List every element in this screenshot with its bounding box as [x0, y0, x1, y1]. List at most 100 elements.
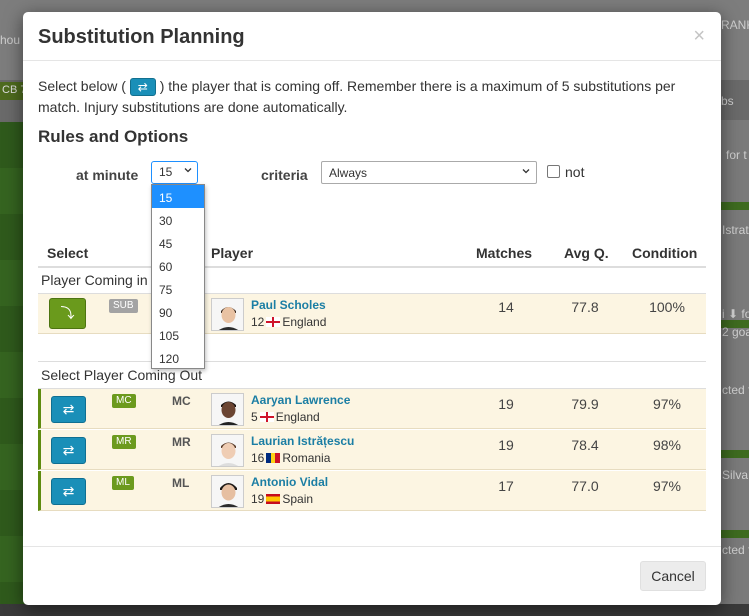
footer-divider: [23, 546, 721, 547]
player-number-country: 5 England: [251, 410, 320, 424]
background-snippet: cted f: [722, 543, 749, 557]
player-name-link[interactable]: Laurian Istrățescu: [251, 434, 355, 448]
intro-text-after: ) the player that is coming off. Remembe…: [38, 78, 676, 115]
england-flag-icon: [259, 412, 274, 422]
romania-flag-icon: [266, 453, 281, 463]
avatar: [211, 393, 244, 426]
chevron-down-icon: [184, 168, 192, 173]
group-divider: [38, 388, 706, 389]
column-header-select: Select: [47, 245, 89, 261]
column-header-condition: Condition: [632, 245, 698, 261]
player-number: 19: [251, 492, 265, 506]
cancel-button[interactable]: Cancel: [640, 561, 706, 591]
table-row-coming-in: ⤵ SUB Paul Scholes 12 England 14 77.8 100…: [38, 294, 706, 334]
swap-button[interactable]: ⇄: [51, 478, 86, 505]
player-country: England: [275, 410, 320, 424]
minute-option[interactable]: 15: [152, 185, 204, 208]
player-country: Romania: [282, 451, 331, 465]
minute-option[interactable]: 75: [159, 283, 173, 297]
background-snippet: for t: [726, 148, 747, 162]
minute-dropdown-list: 15 30 45 60 75 90 105 120: [151, 184, 205, 369]
player-number: 12: [251, 315, 265, 329]
minute-option[interactable]: 90: [159, 306, 173, 320]
background-position-strip: CB 7: [0, 82, 30, 100]
player-country: Spain: [282, 492, 314, 506]
position-text: MC: [172, 394, 191, 408]
avg-q-value: 79.9: [571, 396, 599, 412]
substitution-planning-modal: Substitution Planning × Select below ( ⇄…: [23, 12, 721, 605]
minute-select-value: 15: [159, 165, 173, 179]
table-row-coming-out: ⇄ MR MR Laurian Istrățescu 16 Romania 19 …: [38, 430, 706, 470]
close-icon[interactable]: ×: [693, 25, 705, 47]
coming-out-label: Select Player Coming Out: [41, 367, 203, 383]
background-text-left: hou: [0, 33, 21, 47]
avg-q-value: 77.8: [571, 299, 599, 315]
player-country: England: [282, 315, 327, 329]
minute-option[interactable]: 45: [159, 237, 173, 251]
intro-text: Select below ( ⇄ ) the player that is co…: [38, 76, 708, 118]
minute-select[interactable]: 15: [151, 161, 198, 184]
background-snippet: 2 goa: [722, 325, 749, 339]
avg-q-value: 77.0: [571, 478, 599, 494]
player-number-country: 12 England: [251, 315, 326, 329]
group-divider: [38, 361, 706, 362]
column-header-avg-q: Avg Q.: [564, 245, 609, 261]
player-number-country: 19 Spain: [251, 492, 313, 506]
position-badge: ML: [112, 476, 134, 490]
chevron-down-icon: [522, 169, 530, 174]
condition-value: 98%: [652, 437, 682, 453]
spain-flag-icon: [266, 494, 281, 504]
player-number-country: 16 Romania: [251, 451, 330, 465]
avatar: [211, 434, 244, 467]
sub-badge: SUB: [109, 299, 138, 313]
swap-button[interactable]: ⇄: [51, 396, 86, 423]
column-header-matches: Matches: [476, 245, 533, 261]
swap-button[interactable]: ⇄: [51, 437, 86, 464]
minute-option[interactable]: 60: [159, 260, 173, 274]
position-badge: MC: [112, 394, 136, 408]
column-header-player: Player: [211, 245, 254, 261]
background-snippet: i ⬇ fo: [722, 307, 749, 321]
england-flag-icon: [266, 317, 281, 327]
background-right-panel: [720, 120, 749, 616]
minute-option[interactable]: 30: [159, 214, 173, 228]
not-label: not: [565, 164, 585, 180]
position-text: MR: [172, 435, 191, 449]
player-number: 5: [251, 410, 258, 424]
rules-options-title: Rules and Options: [38, 127, 189, 146]
table-row-coming-out: ⇄ ML ML Antonio Vidal 19 Spain 17 77.0 97…: [38, 471, 706, 511]
avatar: [211, 298, 244, 331]
matches-value: 19: [498, 437, 514, 453]
not-checkbox[interactable]: [547, 165, 560, 178]
criteria-label: criteria: [261, 167, 308, 183]
swap-icon: ⇄: [129, 78, 156, 97]
player-name-link[interactable]: Paul Scholes: [251, 298, 326, 312]
background-snippet: Istrat: [722, 223, 749, 237]
position-badge: MR: [112, 435, 136, 449]
table-row-coming-out: ⇄ MC MC Aaryan Lawrence 5 England 19 79.9…: [38, 389, 706, 429]
modal-title: Substitution Planning: [38, 26, 245, 48]
minute-option[interactable]: 120: [159, 352, 180, 366]
condition-value: 100%: [649, 299, 685, 315]
background-text-right: RANK: [721, 18, 749, 32]
matches-value: 17: [498, 478, 514, 494]
player-name-link[interactable]: Antonio Vidal: [251, 475, 329, 489]
background-snippet: cted f: [722, 383, 749, 397]
minute-label: at minute: [76, 167, 139, 183]
criteria-select[interactable]: Always: [321, 161, 537, 184]
background-footer: [0, 604, 749, 616]
condition-value: 97%: [652, 396, 682, 412]
criteria-select-value: Always: [329, 166, 368, 180]
sub-in-button[interactable]: ⤵: [49, 298, 86, 329]
coming-in-label: Player Coming in: [41, 272, 148, 288]
player-name-link[interactable]: Aaryan Lawrence: [251, 393, 351, 407]
player-number: 16: [251, 451, 265, 465]
header-divider: [38, 266, 706, 268]
modal-header: Substitution Planning ×: [23, 12, 721, 61]
minute-option[interactable]: 105: [159, 329, 180, 343]
intro-text-before: Select below (: [38, 78, 126, 94]
avatar: [211, 475, 244, 508]
condition-value: 97%: [652, 478, 682, 494]
background-subs-text: bs: [721, 94, 734, 108]
avg-q-value: 78.4: [571, 437, 599, 453]
